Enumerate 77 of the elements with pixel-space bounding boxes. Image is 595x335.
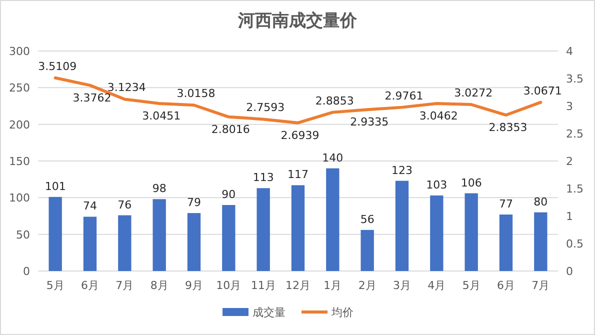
y2-tick-label: 4: [566, 45, 573, 58]
y2-tick-label: 2.5: [566, 128, 584, 140]
data-label: 74: [83, 200, 97, 213]
y2-tick-label: 3.5: [566, 72, 584, 86]
bar: [83, 216, 97, 271]
bar: [499, 214, 513, 271]
data-label: 79: [187, 196, 201, 210]
data-label: 76: [118, 198, 132, 212]
data-label: 113: [252, 171, 274, 184]
y2-tick-label: 2: [566, 155, 573, 168]
x-tick-label: 3月: [393, 279, 411, 292]
bar: [360, 230, 374, 271]
y-tick-label: 150: [9, 155, 30, 168]
data-label: 2.6939: [280, 128, 320, 142]
y2-tick-label: 1.5: [566, 182, 584, 196]
bar: [464, 193, 478, 271]
y-tick-label: 0: [23, 265, 30, 278]
x-tick-label: 9月: [185, 279, 203, 292]
x-tick-label: 1月: [324, 279, 342, 292]
x-tick-label: 8月: [150, 279, 168, 292]
y-tick-label: 300: [9, 45, 30, 58]
bar: [395, 180, 409, 271]
bar: [187, 213, 201, 271]
x-tick-label: 11月: [250, 279, 276, 292]
data-label: 2.8353: [488, 121, 528, 134]
bar: [326, 168, 340, 271]
data-label: 103: [426, 178, 448, 192]
legend-label: 均价: [330, 306, 354, 319]
data-label: 80: [534, 195, 548, 208]
legend-label: 成交量: [252, 306, 286, 319]
data-label: 3.0451: [142, 110, 181, 123]
y-tick-label: 50: [16, 228, 30, 242]
bar: [118, 215, 132, 271]
bar: [222, 205, 236, 271]
data-label: 3.0158: [176, 87, 216, 100]
bar: [534, 212, 548, 271]
data-label: 90: [222, 188, 236, 201]
x-tick-label: 2月: [358, 279, 376, 292]
bar: [48, 196, 62, 271]
data-label: 3.0671: [523, 84, 562, 98]
bar: [430, 195, 444, 271]
x-tick-label: 6月: [497, 279, 515, 292]
data-label: 56: [360, 212, 374, 226]
x-tick-label: 10月: [216, 279, 242, 292]
y2-tick-label: 0.5: [566, 238, 584, 250]
x-tick-label: 5月: [46, 279, 64, 292]
x-tick-label: 6月: [81, 279, 99, 292]
bar: [152, 199, 166, 271]
bar: [291, 185, 305, 271]
x-tick-label: 7月: [532, 279, 550, 292]
data-label: 2.8853: [315, 94, 354, 108]
y2-tick-label: 1: [566, 210, 573, 223]
y2-tick-label: 3: [566, 100, 573, 113]
data-label: 106: [460, 176, 482, 190]
data-label: 77: [499, 198, 513, 211]
data-label: 3.5109: [38, 60, 77, 73]
data-label: 98: [152, 182, 166, 196]
x-tick-label: 12月: [286, 279, 310, 292]
data-label: 3.0272: [454, 86, 493, 100]
data-label: 2.9335: [350, 116, 389, 129]
data-label: 2.8016: [211, 122, 250, 136]
data-label: 117: [288, 168, 308, 182]
data-label: 123: [392, 164, 412, 177]
data-label: 2.7593: [246, 101, 285, 114]
x-tick-label: 5月: [462, 279, 480, 292]
data-label: 3.0462: [419, 109, 458, 122]
y-tick-label: 100: [9, 192, 30, 205]
y-tick-label: 200: [9, 118, 30, 132]
data-label: 101: [44, 180, 66, 193]
x-tick-label: 7月: [116, 279, 134, 292]
y2-tick-label: 0: [566, 265, 573, 278]
data-label: 2.9761: [384, 89, 424, 102]
data-label: 140: [322, 151, 344, 164]
x-tick-label: 4月: [428, 279, 446, 292]
y-tick-label: 250: [9, 82, 30, 95]
chart-title: 河西南成交量价: [237, 11, 358, 31]
bar: [256, 188, 270, 271]
